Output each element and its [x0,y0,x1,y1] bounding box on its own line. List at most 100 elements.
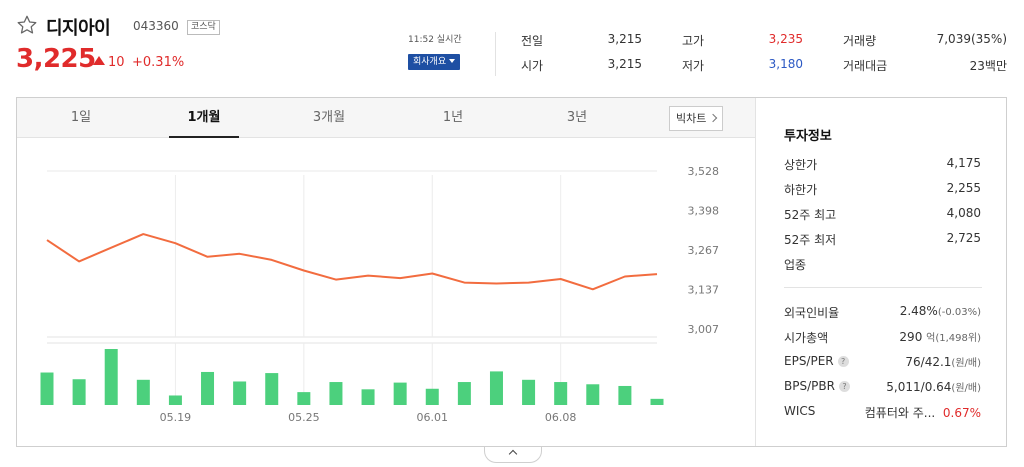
stock-header: 디지아이 043360 코스닥 3,225 10 +0.31% 11:52 실시… [0,0,1024,90]
tab-1d[interactable]: 1일 [70,110,92,125]
volume-value: 7,039(35%) [936,32,1007,46]
y-tick-label: 3,007 [688,323,720,336]
low52-value: 2,725 [946,231,981,245]
bps-pbr-text: BPS/PBR [784,379,835,393]
period-tabs: 1일 1개월 3개월 1년 3년 빅차트 [17,98,755,138]
y-tick-label: 3,137 [688,284,720,297]
chart-panel: 1일 1개월 3개월 1년 3년 빅차트 3,528 3,398 3,267 3,13… [16,97,1007,447]
volume-bar [297,392,311,405]
volume-bar [329,382,343,405]
volume-bar [201,371,215,405]
up-arrow-icon [93,56,105,65]
volume-bar [489,371,503,405]
volume-bar [40,372,54,405]
volume-bar [265,373,279,405]
volume-bar [104,349,118,405]
wics-change: 0.67% [942,406,981,420]
side-divider [784,287,982,288]
bps-pbr-value: 5,011/0.64(원/배) [886,379,981,394]
upper-limit-label: 상한가 [784,158,818,172]
current-price: 3,225 [16,44,96,74]
trade-value-value: 23백만 [969,59,1007,73]
y-tick-label: 3,528 [688,165,720,178]
y-tick-label: 3,267 [688,244,720,257]
high-value: 3,235 [768,32,803,46]
price-chart: 3,528 3,398 3,267 3,137 3,007 05.19 05.25 06.01… [17,139,755,447]
foreign-ratio-label: 외국인비율 [784,306,840,320]
volume-bar [72,379,86,405]
wics-value: 컴퓨터와 주... 0.67% [865,404,981,421]
favorite-star-icon[interactable] [16,14,38,36]
big-chart-label: 빅차트 [676,112,707,125]
volume-bar [233,381,247,405]
volume-bar [618,385,632,405]
upper-limit-value: 4,175 [946,156,981,170]
tab-1y[interactable]: 1년 [442,110,464,125]
company-overview-button[interactable]: 회사개요 [408,54,461,70]
prev-close-label: 전일 [521,34,544,48]
price-line [46,233,658,291]
caret-down-icon [449,59,456,63]
volume-bar [168,395,182,405]
price-change-percent: +0.31% [132,55,185,70]
x-tick-label: 05.19 [160,411,192,424]
price-change: 10 [108,55,125,70]
high-label: 고가 [682,34,705,48]
market-cap-value: 290 억(1,498위) [899,329,981,344]
volume-bar [393,382,407,405]
chevron-right-icon [709,113,718,123]
lower-limit-label: 하한가 [784,183,818,197]
volume-bar [554,382,568,405]
stock-code: 043360 [133,19,179,33]
tab-1m[interactable]: 1개월 [169,98,239,138]
realtime-timestamp: 11:52 실시간 [408,35,462,45]
price-chart-svg: 3,528 3,398 3,267 3,137 3,007 05.19 05.25 06.01… [40,165,720,424]
low-label: 저가 [682,59,705,73]
eps-per-unit: (원/배) [951,358,981,369]
volume-bar [425,388,439,405]
bps-pbr: 5,011/0.64 [886,380,952,394]
company-overview-label: 회사개요 [413,57,447,67]
big-chart-button[interactable]: 빅차트 [669,106,724,131]
x-tick-label: 05.25 [288,411,320,424]
eps-per: 76/42.1 [905,355,952,369]
low-value: 3,180 [768,57,803,71]
volume-bar [586,384,600,405]
bps-pbr-unit: (원/배) [951,383,981,394]
industry-label: 업종 [784,258,807,272]
x-tick-label: 06.08 [545,411,577,424]
prev-close-value: 3,215 [607,32,642,46]
high52-label: 52주 최고 [784,208,837,222]
stock-name: 디지아이 [46,18,111,39]
lower-limit-value: 2,255 [946,181,981,195]
eps-per-text: EPS/PER [784,354,834,368]
foreign-ratio-change: (-0.03%) [937,307,981,318]
market-cap-rank: 억(1,498위) [926,333,981,344]
volume-bar [522,379,536,405]
bps-pbr-label: BPS/PBR? [784,379,850,393]
high52-value: 4,080 [946,206,981,220]
tab-3y[interactable]: 3년 [566,110,588,125]
investment-info-title: 투자정보 [784,129,832,144]
tab-3m[interactable]: 3개월 [312,110,346,125]
foreign-ratio-value: 2.48%(-0.03%) [900,304,981,318]
eps-per-value: 76/42.1(원/배) [905,354,981,369]
volume-bar [650,398,664,405]
collapse-panel-button[interactable] [484,447,542,463]
wics-industry[interactable]: 컴퓨터와 주... [864,406,936,420]
wics-label: WICS [784,404,816,418]
foreign-ratio: 2.48% [899,304,938,318]
volume-bar [136,379,150,405]
help-icon[interactable]: ? [837,356,849,367]
help-icon[interactable]: ? [838,381,850,392]
x-tick-label: 06.01 [417,411,449,424]
trade-value-label: 거래대금 [843,59,888,73]
market-cap-label: 시가총액 [784,331,829,345]
eps-per-label: EPS/PER? [784,354,849,368]
chevron-up-icon [508,449,518,459]
low52-label: 52주 최저 [784,233,837,247]
volume-label: 거래량 [843,34,877,48]
volume-bar [361,389,375,405]
market-badge: 코스닥 [187,20,220,35]
volume-bar [457,382,471,405]
